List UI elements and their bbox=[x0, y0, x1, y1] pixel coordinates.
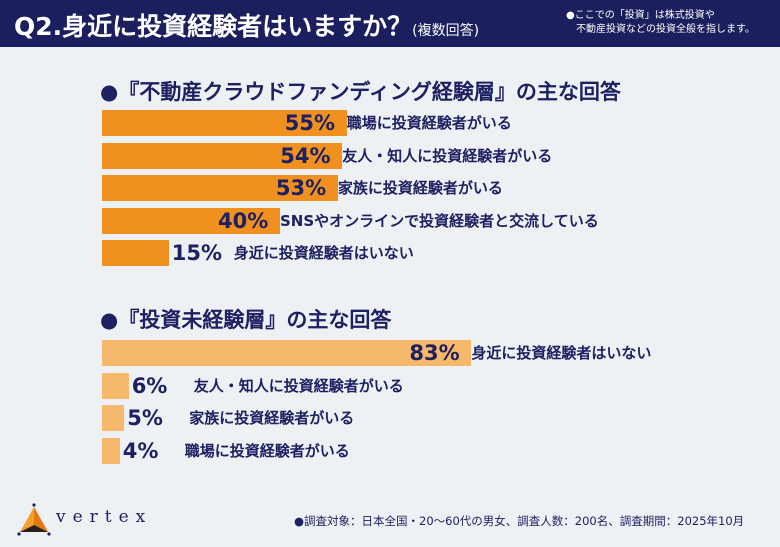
value-label: 4% bbox=[122, 438, 159, 463]
category-label: 身近に投資経験者はいない bbox=[471, 344, 652, 362]
value-label: 6% bbox=[131, 373, 168, 398]
category-label: SNSやオンラインで投資経験者と交流している bbox=[280, 211, 599, 230]
category-label: 友人・知人に投資経験者がいる bbox=[342, 146, 553, 165]
value-label: 54% bbox=[280, 143, 331, 168]
value-label: 40% bbox=[218, 208, 269, 233]
bar bbox=[102, 437, 120, 464]
chart-title-crowdfunding: ●『不動産クラウドファンディング経験層』の主な回答 bbox=[100, 80, 621, 104]
vertex-logo-icon bbox=[17, 503, 51, 536]
bar bbox=[102, 405, 125, 431]
bar bbox=[102, 142, 343, 169]
category-label: 家族に投資経験者がいる bbox=[189, 409, 355, 427]
bar bbox=[102, 340, 472, 366]
survey-note: ●調査対象：日本全国・20～60代の男女、調査人数：200名、調査期間：2025… bbox=[294, 514, 745, 528]
category-label: 身近に投資経験者はいない bbox=[233, 244, 414, 262]
category-label: 職場に投資経験者がいる bbox=[346, 114, 512, 132]
question-title: Q2.身近に投資経験者はいますか？(複数回答) bbox=[14, 7, 479, 43]
category-label: 職場に投資経験者がいる bbox=[184, 441, 350, 460]
vertex-logo-text: vertex bbox=[56, 507, 153, 527]
chart-title-non-investors: ●『投資未経験層』の主な回答 bbox=[100, 308, 392, 332]
bar bbox=[102, 175, 338, 201]
multiple-answer-note: (複数回答) bbox=[412, 23, 480, 39]
value-label: 55% bbox=[284, 111, 336, 135]
value-label: 83% bbox=[409, 341, 460, 365]
category-label: 友人・知人に投資経験者がいる bbox=[193, 376, 404, 395]
value-label: 15% bbox=[171, 241, 223, 265]
investment-definition-note: ●ここでの「投資」は株式投資や 不動産投資などの投資全般を指します。 bbox=[566, 10, 755, 35]
header: Q2.身近に投資経験者はいますか？(複数回答) ●ここでの「投資」は株式投資や … bbox=[0, 0, 780, 47]
value-label: 53% bbox=[275, 176, 327, 200]
bar bbox=[102, 207, 280, 234]
question-text: Q2.身近に投資経験者はいますか？ bbox=[14, 12, 413, 41]
value-label: 5% bbox=[127, 406, 163, 430]
bar bbox=[102, 372, 129, 399]
category-label: 家族に投資経験者がいる bbox=[337, 179, 503, 197]
bar bbox=[102, 110, 347, 136]
bar bbox=[102, 240, 169, 266]
